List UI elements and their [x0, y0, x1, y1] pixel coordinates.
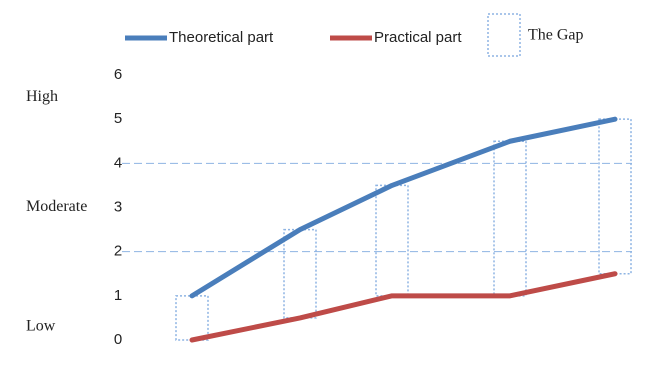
- annotation: Low: [26, 317, 56, 334]
- y-tick-label: 1: [114, 287, 122, 304]
- gap-rect: [493, 140, 527, 297]
- gap-rect: [175, 295, 209, 341]
- gap-rect: [598, 118, 632, 275]
- series-line: [189, 116, 618, 299]
- annotation: High: [26, 88, 58, 105]
- series-line: [189, 271, 618, 343]
- y-tick-label: 2: [114, 243, 122, 260]
- legend-swatch: [487, 13, 521, 57]
- y-tick-label: 3: [114, 198, 122, 215]
- y-tick-label: 5: [114, 110, 122, 127]
- legend-label: Practical part: [374, 29, 462, 46]
- gap-rect: [283, 228, 317, 319]
- legend-label: The Gap: [528, 27, 584, 44]
- y-tick-label: 4: [114, 154, 122, 171]
- annotation: Moderate: [26, 198, 87, 215]
- y-tick-label: 0: [114, 331, 122, 348]
- legend-label: Theoretical part: [169, 29, 274, 46]
- y-tick-label: 6: [114, 66, 122, 83]
- gap-rect: [375, 184, 409, 297]
